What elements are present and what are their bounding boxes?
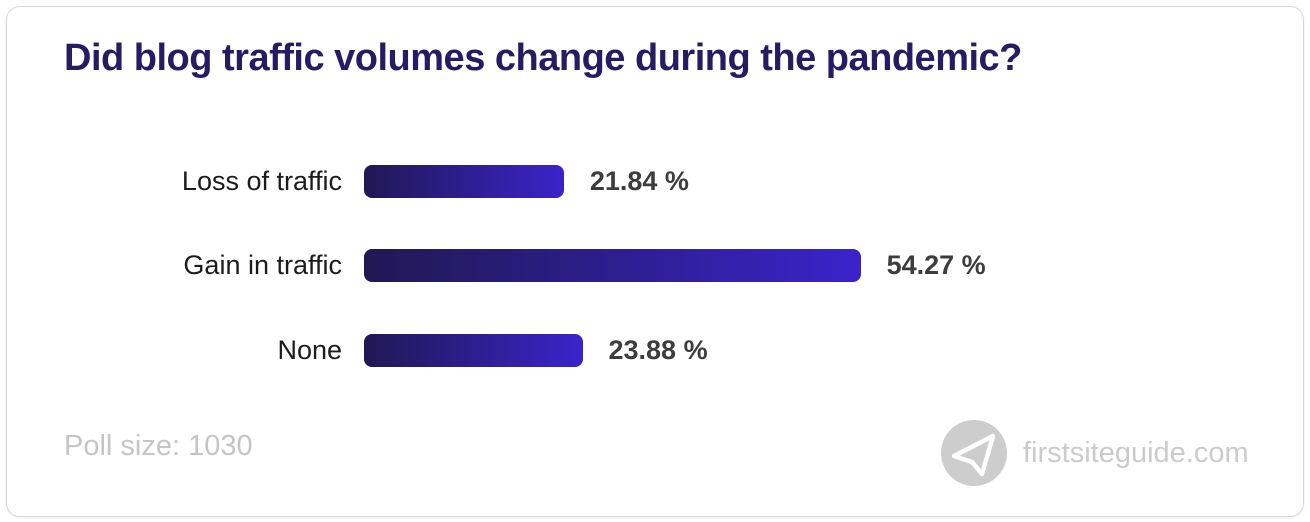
brand-watermark: firstsiteguide.com (941, 420, 1249, 486)
poll-size-caption: Poll size: 1030 (64, 430, 253, 462)
category-label: Gain in traffic (183, 250, 342, 280)
chart-title: Did blog traffic volumes change during t… (64, 37, 1022, 79)
bar-none (364, 334, 583, 367)
value-label: 54.27 % (886, 250, 986, 280)
category-label: None (277, 335, 342, 365)
bar-gain-in-traffic (364, 249, 861, 282)
paper-plane-icon (941, 420, 1007, 486)
bar-row-loss-of-traffic: Loss of traffic 21.84 % (7, 165, 689, 198)
chart-card: Did blog traffic volumes change during t… (6, 6, 1304, 517)
value-label: 23.88 % (608, 335, 708, 365)
value-label: 21.84 % (589, 166, 689, 196)
category-label: Loss of traffic (181, 166, 342, 196)
bar-row-gain-in-traffic: Gain in traffic 54.27 % (7, 249, 986, 282)
bar-row-none: None 23.88 % (7, 334, 708, 367)
brand-domain-text: firstsiteguide.com (1023, 436, 1249, 469)
bar-loss-of-traffic (364, 165, 564, 198)
